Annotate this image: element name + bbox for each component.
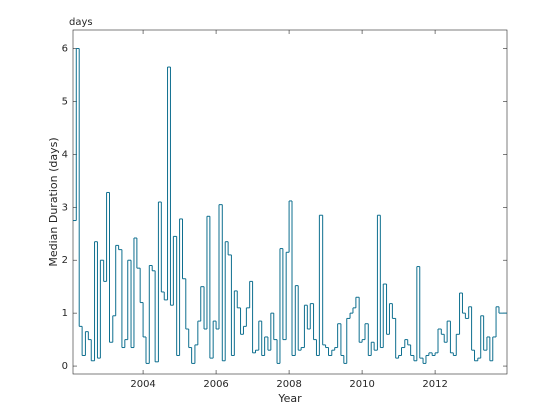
y-tick-label: 5 <box>62 96 68 107</box>
step-connector <box>75 48 500 364</box>
x-tick-label: 2010 <box>349 379 374 390</box>
plot-area <box>72 29 508 375</box>
x-axis-label: Year <box>277 392 302 405</box>
y-tick-label: 3 <box>62 202 68 213</box>
y-axis-label: Median Duration (days) <box>47 137 60 266</box>
x-tick-label: 2006 <box>203 379 228 390</box>
y-tick-label: 6 <box>62 44 68 55</box>
y-tick-label: 1 <box>62 308 68 319</box>
x-tick-label: 2004 <box>130 379 155 390</box>
y-tick-label: 2 <box>62 255 68 266</box>
unit-label: days <box>69 17 93 28</box>
x-tick-label: 2012 <box>422 379 447 390</box>
x-tick-label: 2008 <box>276 379 301 390</box>
y-tick-label: 4 <box>62 149 68 160</box>
y-tick-label: 0 <box>62 361 68 372</box>
